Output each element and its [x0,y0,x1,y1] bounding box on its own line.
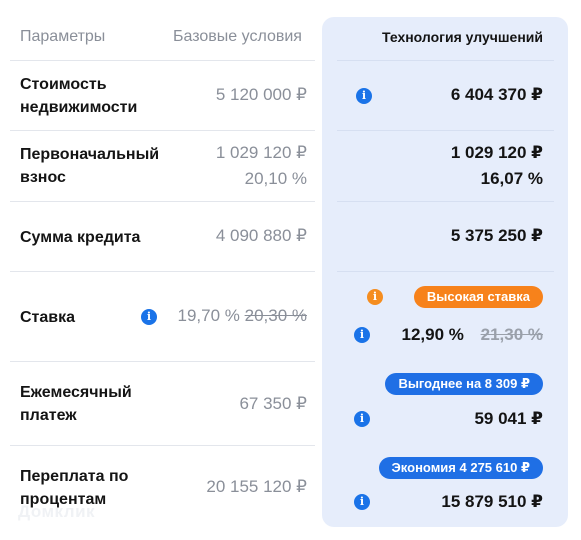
tech-property-cost: 6 404 370 ₽ [450,85,543,104]
row-label-monthly-payment: Ежемесячный платеж [20,384,132,424]
warning-info-icon[interactable]: i [367,289,383,305]
tech-rate-current: 12,90 % [401,325,464,344]
base-rate: 19,70 % 20,30 % [177,306,307,326]
base-rate-current: 19,70 % [177,306,240,325]
divider [10,130,315,131]
economy-badge: Экономия 4 275 610 ₽ [378,457,543,479]
base-down-payment-percent: 20,10 % [244,169,307,188]
base-overpayment: 20 155 120 ₽ [206,477,307,496]
divider [337,60,554,61]
row-label-overpayment: Переплата по процентам [20,468,129,508]
base-loan-amount: 4 090 880 ₽ [215,226,307,245]
row-label-rate: Ставка [20,309,76,326]
header-base-conditions: Базовые условия [173,28,302,45]
tech-monthly-payment: 59 041 ₽ [474,409,543,428]
info-icon[interactable]: i [354,411,370,427]
divider [10,60,315,61]
divider [10,445,315,446]
row-label-property-cost: Стоимость недвижимости [20,76,138,116]
tech-down-payment-amount: 1 029 120 ₽ [450,143,543,162]
header-improvement-tech: Технология улучшений [381,29,543,45]
tech-overpayment: 15 879 510 ₽ [441,492,543,511]
row-label-loan-amount: Сумма кредита [20,229,141,246]
divider [10,201,315,202]
divider [10,361,315,362]
high-rate-badge: Высокая ставка [413,286,543,308]
base-down-payment-amount: 1 029 120 ₽ [215,143,307,162]
watermark-logo: Домклик [18,502,96,521]
info-icon[interactable]: i [354,327,370,343]
savings-monthly-badge: Выгоднее на 8 309 ₽ [385,373,543,395]
header-params: Параметры [20,28,106,45]
info-icon[interactable]: i [141,309,157,325]
base-rate-old: 20,30 % [244,306,307,325]
info-icon[interactable]: i [354,494,370,510]
divider [10,271,315,272]
tech-rate-old: 21,30 % [480,325,543,344]
tech-down-payment-percent: 16,07 % [480,169,543,188]
base-monthly-payment: 67 350 ₽ [239,394,307,413]
divider [337,130,554,131]
divider [337,271,554,272]
info-icon[interactable]: i [356,88,372,104]
tech-rate: 12,90 % 21,30 % [401,325,543,345]
divider [337,201,554,202]
row-label-down-payment: Первоначальный взнос [20,146,160,186]
tech-loan-amount: 5 375 250 ₽ [450,226,543,245]
base-property-cost: 5 120 000 ₽ [215,85,307,104]
